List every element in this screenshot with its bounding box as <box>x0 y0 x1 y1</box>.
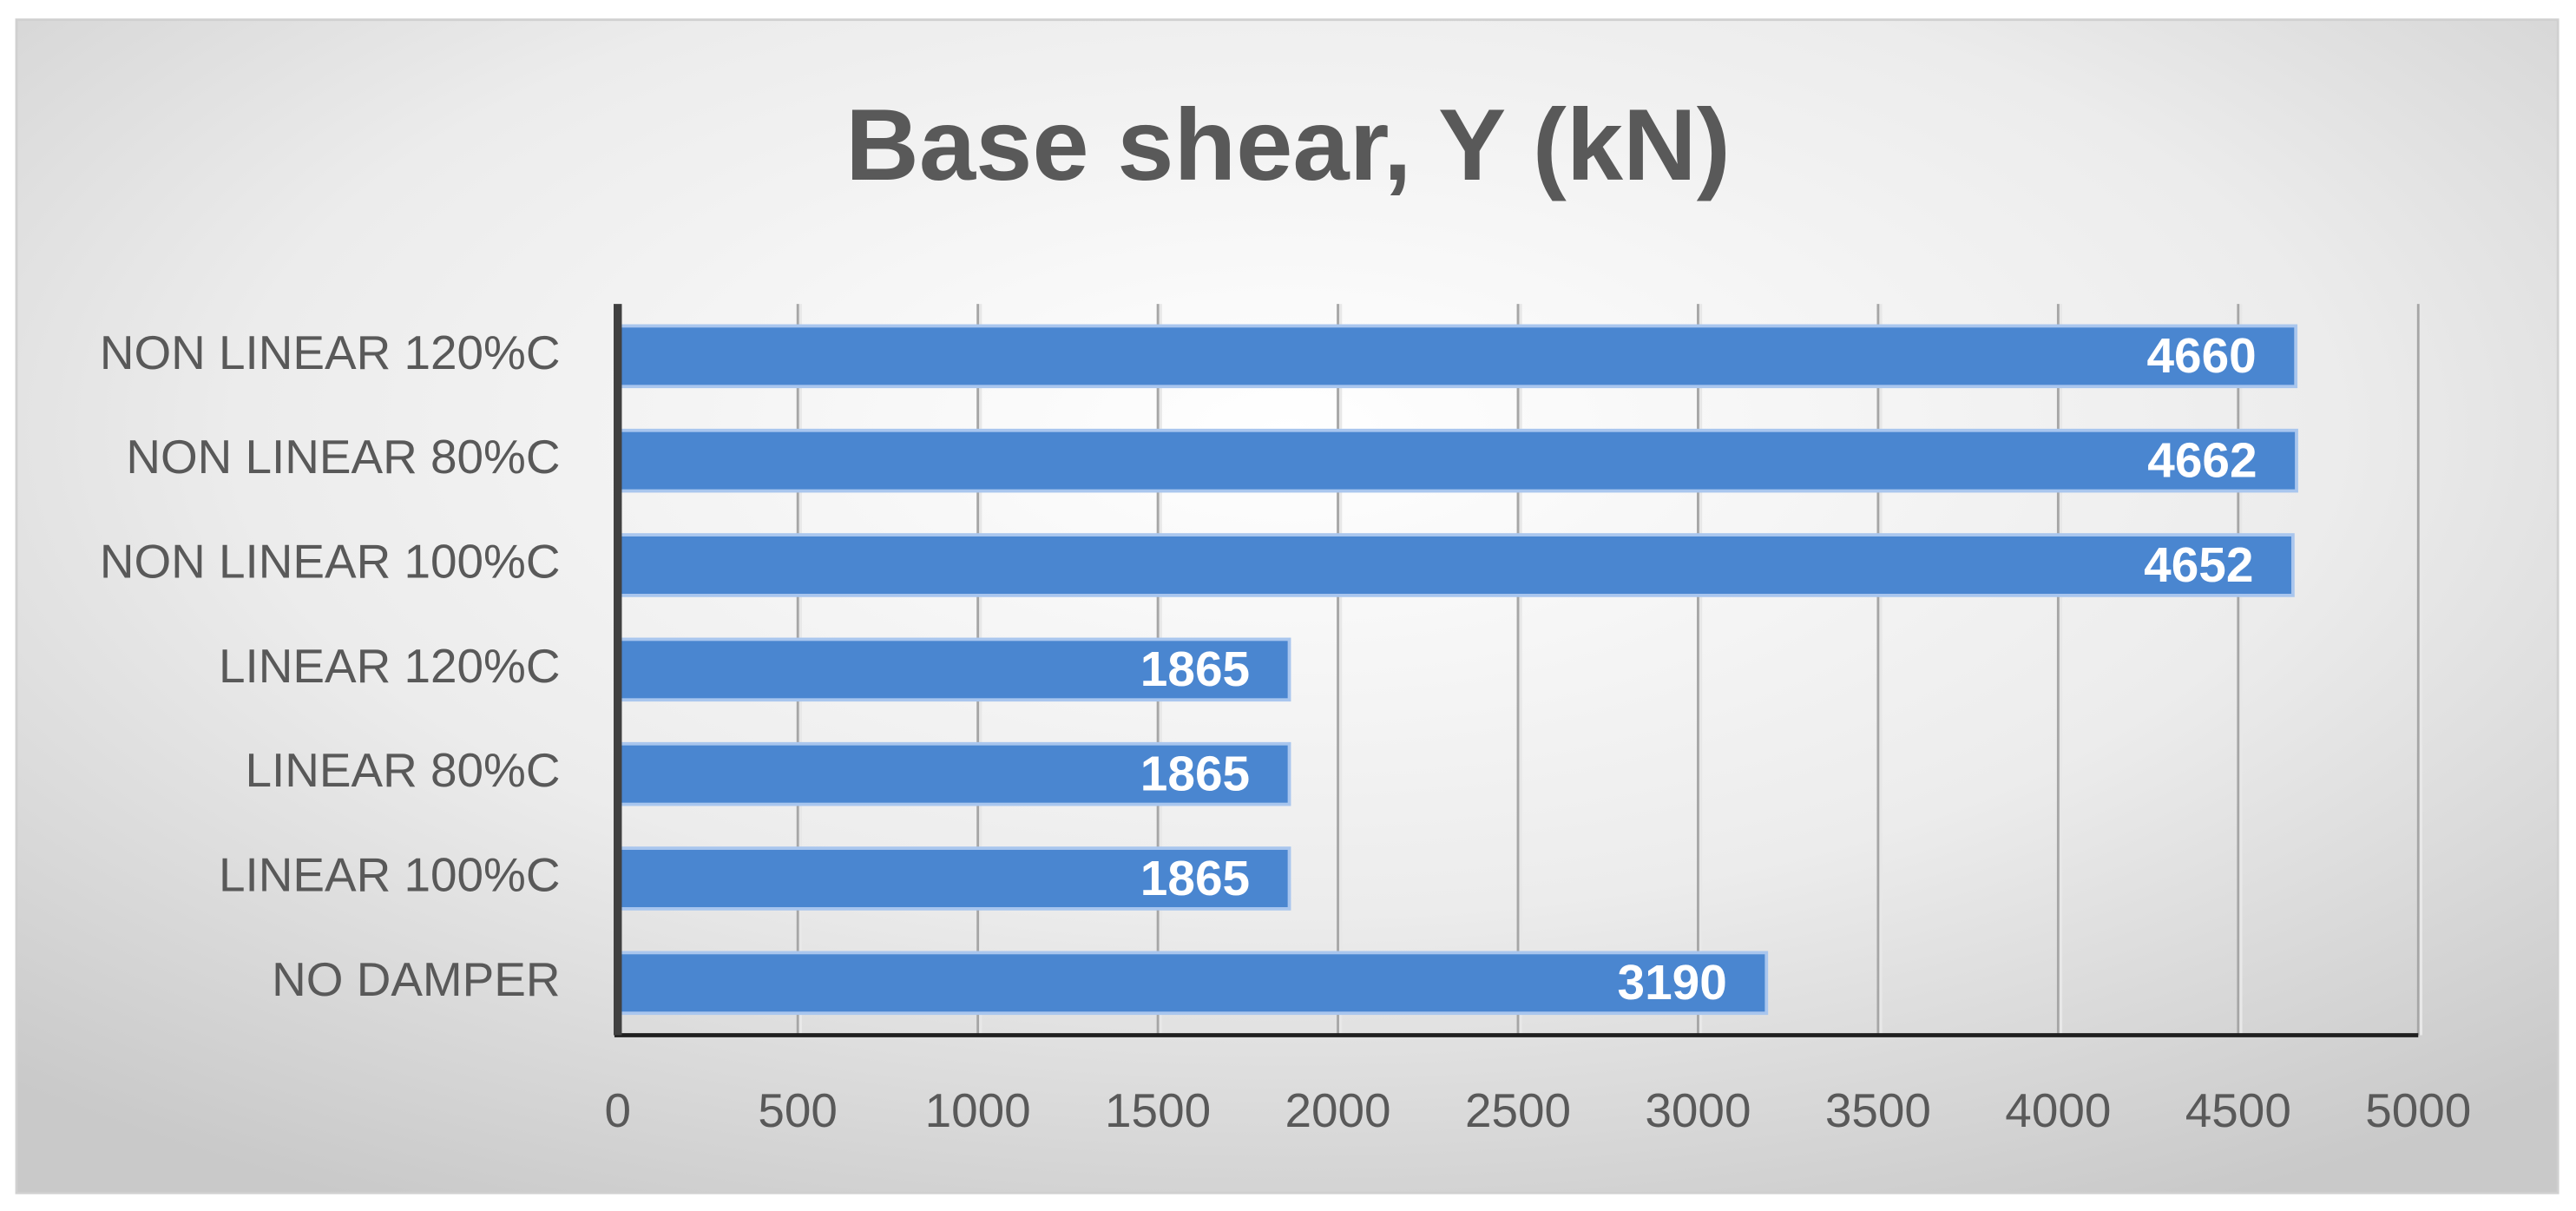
bar <box>615 428 2298 493</box>
value-label: 4662 <box>2147 433 2257 488</box>
value-label: 4652 <box>2144 538 2253 593</box>
bar <box>615 637 1291 702</box>
x-tick-label: 4500 <box>2185 1083 2291 1137</box>
y-tick-label: NON LINEAR 120%C <box>100 326 561 379</box>
x-tick-label: 5000 <box>2365 1083 2471 1137</box>
y-tick-label: NON LINEAR 100%C <box>100 534 561 588</box>
y-tick-label: LINEAR 100%C <box>219 847 560 901</box>
value-label: 3190 <box>1618 956 1727 1010</box>
bar <box>615 741 1291 806</box>
bar <box>615 951 1769 1016</box>
x-tick-label: 1500 <box>1105 1083 1211 1137</box>
x-tick-label: 0 <box>604 1083 631 1137</box>
y-tick-label: NO DAMPER <box>272 952 560 1006</box>
x-tick-label: 2500 <box>1465 1083 1571 1137</box>
chart-title: Base shear, Y (kN) <box>845 88 1731 201</box>
x-tick-label: 500 <box>758 1083 838 1137</box>
bar <box>615 533 2295 597</box>
value-label: 1865 <box>1140 852 1250 906</box>
value-label: 1865 <box>1140 642 1250 697</box>
x-tick-label: 3500 <box>1825 1083 1931 1137</box>
value-label: 1865 <box>1140 747 1250 801</box>
y-tick-label: NON LINEAR 80%C <box>126 430 560 484</box>
x-tick-label: 3000 <box>1645 1083 1751 1137</box>
y-tick-label: LINEAR 80%C <box>246 743 561 797</box>
y-tick-label: LINEAR 120%C <box>219 639 560 693</box>
x-tick-label: 4000 <box>2005 1083 2111 1137</box>
bar <box>615 324 2298 389</box>
value-label: 4660 <box>2146 329 2256 384</box>
x-tick-label: 2000 <box>1285 1083 1391 1137</box>
bar <box>615 846 1291 911</box>
x-tick-label: 1000 <box>925 1083 1031 1137</box>
